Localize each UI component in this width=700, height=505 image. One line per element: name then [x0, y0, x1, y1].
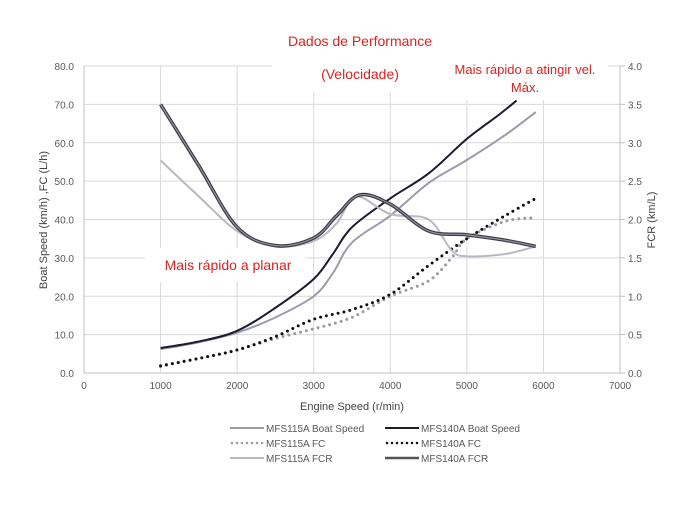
x-tick-label: 7000 [609, 381, 632, 392]
x-tick-label: 3000 [303, 381, 326, 392]
x-tick-label: 1000 [149, 381, 172, 392]
x-tick-label: 5000 [456, 381, 479, 392]
x-tick-label: 6000 [532, 381, 555, 392]
y2-tick-label: 2.5 [628, 177, 642, 188]
y-tick-label: 70.0 [55, 100, 75, 111]
series-group [159, 99, 538, 368]
y2-tick-label: 0.5 [628, 331, 642, 342]
axes: 0.0 10.0 20.0 30.0 40.0 50.0 60.0 70.0 80.0 0.0 0.… [55, 62, 643, 392]
series-line-outline [159, 103, 537, 249]
series-line-4 [159, 159, 537, 258]
y-tick-label: 50.0 [55, 177, 75, 188]
y2-tick-label: 4.0 [628, 62, 642, 73]
annotation-bg-planar [145, 248, 305, 282]
y-tick-label: 80.0 [55, 62, 75, 73]
series-line-2 [159, 216, 538, 367]
series-line-0 [160, 111, 537, 351]
y2-tick-label: 1.5 [628, 254, 642, 265]
gridlines [84, 65, 620, 374]
y-tick-label: 40.0 [55, 216, 75, 227]
x-tick-label: 0 [81, 381, 87, 392]
chart-subtitle: (Velocidade) [321, 66, 399, 82]
y2-tick-label: 0.0 [628, 369, 642, 380]
legend-label: MFS115A FCR [266, 454, 333, 465]
chart-title: Dados de Performance [288, 33, 432, 49]
legend-label: MFS115A Boat Speed [266, 424, 364, 435]
annotation-max-line2: Máx. [511, 80, 539, 95]
y-tick-label: 0.0 [60, 369, 74, 380]
y2-tick-label: 3.5 [628, 100, 642, 111]
annotation-bg-max [448, 58, 608, 100]
y-tick-label: 60.0 [55, 139, 75, 150]
x-axis-label: Engine Speed (r/min) [300, 401, 404, 413]
legend-label: MFS115A FC [266, 439, 325, 450]
legend-label: MFS140A FC [421, 439, 481, 450]
y-tick-label: 10.0 [55, 331, 75, 342]
annotation-backgrounds [145, 52, 608, 282]
y-tick-label: 30.0 [55, 254, 75, 265]
annotation-planar: Mais rápido a planar [165, 257, 292, 273]
series-line-1 [160, 99, 518, 350]
y2-tick-label: 2.0 [628, 216, 642, 227]
annotation-bg-velocidade [272, 52, 448, 92]
x-tick-label: 2000 [226, 381, 249, 392]
y-axis-label: Boat Speed (km/h) ,FC (L/h) [38, 151, 50, 289]
y2-tick-label: 3.0 [628, 139, 642, 150]
y-tick-label: 20.0 [55, 292, 75, 303]
legend-label: MFS140A Boat Speed [421, 424, 520, 435]
series-line-5 [160, 104, 536, 247]
y2-tick-label: 1.0 [628, 292, 642, 303]
legend-label: MFS140A FCR [421, 454, 488, 465]
annotation-max-line1: Mais rápido a atingir vel. [455, 62, 596, 77]
legend: MFS115A Boat Speed MFS140A Boat Speed MFS1… [230, 424, 520, 465]
series-line-3 [159, 196, 538, 368]
y2-axis-label: FCR (km/L) [646, 192, 658, 249]
x-tick-label: 4000 [379, 381, 402, 392]
